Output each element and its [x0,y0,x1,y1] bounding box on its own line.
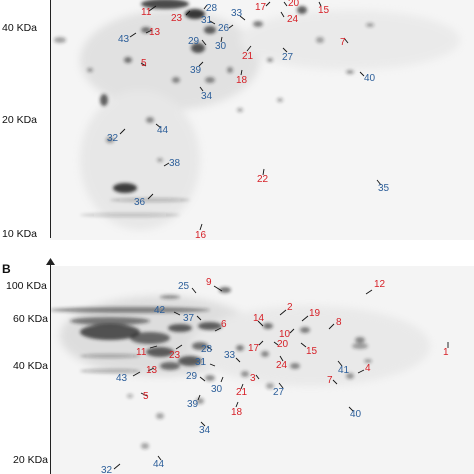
red-spot-label-16: 16 [195,231,206,240]
blue-spot-label-28: 28 [206,4,217,14]
blue-spot-label-40: 40 [350,410,361,420]
blue-spot-label-39: 39 [190,66,201,76]
blue-spot-label-31: 31 [201,16,212,26]
blue-spot-label-25: 25 [178,282,189,292]
blue-spot-label-39: 39 [187,400,198,410]
red-spot-label-22: 22 [257,175,268,185]
blue-spot-label-31: 31 [195,358,206,368]
blue-spot-label-33: 33 [224,351,235,361]
red-spot-label-21: 21 [236,388,247,398]
blue-spot-label-42: 42 [154,306,165,316]
red-spot-label-11: 11 [141,8,151,18]
blue-spot-label-29: 29 [188,37,199,47]
red-spot-label-7: 7 [340,38,346,48]
blue-spot-label-40: 40 [364,74,375,84]
blue-spot-label-30: 30 [215,42,226,52]
red-spot-label-3: 3 [250,374,256,384]
red-spot-label-15: 15 [306,347,317,357]
red-spot-label-9: 9 [206,278,212,288]
red-spot-label-7: 7 [327,376,333,386]
blue-spot-label-44: 44 [153,460,164,470]
red-spot-label-24: 24 [276,361,287,371]
red-spot-label-13: 13 [149,28,160,38]
blue-spot-label-26: 26 [218,24,229,34]
spot-arrows-a [0,0,474,240]
red-spot-label-5: 5 [143,392,149,402]
red-spot-label-18: 18 [231,408,242,418]
red-spot-label-11: 11 [136,348,146,358]
blue-spot-label-33: 33 [231,9,242,19]
red-spot-label-6: 6 [221,320,227,330]
blue-spot-label-36: 36 [134,198,145,208]
blue-spot-label-32: 32 [107,134,118,144]
red-spot-label-17: 17 [255,3,266,13]
blue-spot-label-34: 34 [201,92,212,102]
red-spot-label-20: 20 [277,340,288,350]
blue-spot-label-41: 41 [338,366,349,376]
red-spot-label-17: 17 [248,344,259,354]
red-spot-label-19: 19 [309,309,320,319]
red-spot-label-20: 20 [288,0,299,9]
blue-spot-label-37: 37 [183,314,194,324]
blue-spot-label-27: 27 [282,53,293,63]
gel-panel-b: 100 KDa 60 KDa 40 KDa 20 KDa [0,258,474,474]
blue-spot-label-44: 44 [157,126,168,136]
red-spot-label-21: 21 [242,52,253,62]
blue-spot-label-34: 34 [199,426,210,436]
red-spot-label-1: 1 [443,348,449,358]
red-spot-label-8: 8 [336,318,342,328]
red-spot-label-2: 2 [287,303,293,313]
red-spot-label-23: 23 [171,14,182,24]
blue-spot-label-27: 27 [273,388,284,398]
blue-spot-label-30: 30 [211,385,222,395]
spot-arrows-b [0,258,474,474]
red-spot-label-4: 4 [365,364,371,374]
red-spot-label-23: 23 [169,351,180,361]
red-spot-label-5: 5 [141,59,147,69]
blue-spot-label-29: 29 [186,372,197,382]
blue-spot-label-43: 43 [116,374,127,384]
blue-spot-label-43: 43 [118,35,129,45]
red-spot-label-18: 18 [236,76,247,86]
red-spot-label-14: 14 [253,314,264,324]
red-spot-label-24: 24 [287,15,298,25]
gel-panel-a: 40 KDa 20 KDa 10 KDa [0,0,474,240]
blue-spot-label-38: 38 [169,159,180,169]
red-spot-label-13: 13 [146,366,157,376]
blue-spot-label-35: 35 [378,184,389,194]
blue-spot-label-32: 32 [101,466,112,474]
red-spot-label-12: 12 [374,280,385,290]
red-spot-label-15: 15 [318,6,329,16]
blue-spot-label-28: 28 [201,345,212,355]
